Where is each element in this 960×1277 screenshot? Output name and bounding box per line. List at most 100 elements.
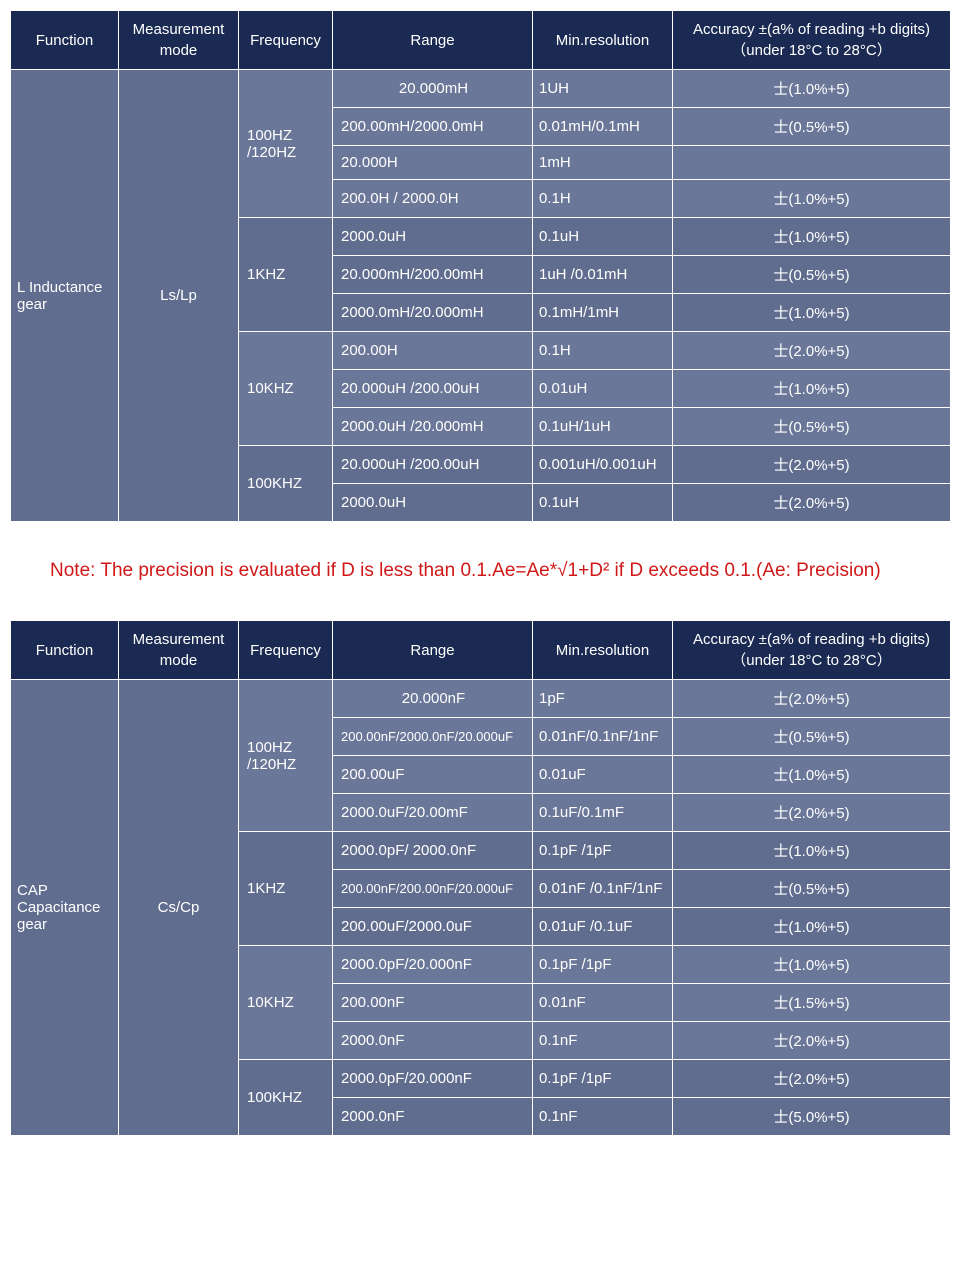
col-range: Range xyxy=(333,621,533,680)
frequency-cell: 100KHZ xyxy=(239,1060,333,1136)
accuracy-cell: 士(2.0%+5) xyxy=(673,484,951,522)
accuracy-cell: 士(0.5%+5) xyxy=(673,870,951,908)
col-resolution: Min.resolution xyxy=(533,11,673,70)
precision-note: Note: The precision is evaluated if D is… xyxy=(10,522,950,620)
col-range: Range xyxy=(333,11,533,70)
resolution-cell: 0.1uH xyxy=(533,218,673,256)
resolution-cell: 0.1pF /1pF xyxy=(533,946,673,984)
range-cell: 200.00uF xyxy=(333,756,533,794)
accuracy-cell xyxy=(673,146,951,180)
mode-cell: Cs/Cp xyxy=(119,680,239,1136)
accuracy-cell: 士(1.0%+5) xyxy=(673,294,951,332)
accuracy-cell: 士(2.0%+5) xyxy=(673,794,951,832)
resolution-cell: 1uH /0.01mH xyxy=(533,256,673,294)
range-cell: 200.00nF/2000.0nF/20.000uF xyxy=(333,718,533,756)
frequency-cell: 10KHZ xyxy=(239,332,333,446)
range-cell: 200.00nF/200.00nF/20.000uF xyxy=(333,870,533,908)
resolution-cell: 0.01uF /0.1uF xyxy=(533,908,673,946)
resolution-cell: 0.1uF/0.1mF xyxy=(533,794,673,832)
col-mode: Measurement mode xyxy=(119,621,239,680)
frequency-cell: 1KHZ xyxy=(239,832,333,946)
frequency-cell: 1KHZ xyxy=(239,218,333,332)
accuracy-cell: 士(1.0%+5) xyxy=(673,70,951,108)
range-cell: 2000.0pF/20.000nF xyxy=(333,1060,533,1098)
accuracy-cell: 士(2.0%+5) xyxy=(673,1022,951,1060)
accuracy-cell: 士(2.0%+5) xyxy=(673,332,951,370)
range-cell: 2000.0pF/20.000nF xyxy=(333,946,533,984)
resolution-cell: 0.01nF xyxy=(533,984,673,1022)
accuracy-cell: 士(1.0%+5) xyxy=(673,908,951,946)
range-cell: 200.00uF/2000.0uF xyxy=(333,908,533,946)
resolution-cell: 0.01uF xyxy=(533,756,673,794)
resolution-cell: 0.1nF xyxy=(533,1022,673,1060)
col-frequency: Frequency xyxy=(239,11,333,70)
range-cell: 200.00mH/2000.0mH xyxy=(333,108,533,146)
range-cell: 2000.0uH xyxy=(333,484,533,522)
range-cell: 2000.0uH /20.000mH xyxy=(333,408,533,446)
resolution-cell: 0.001uH/0.001uH xyxy=(533,446,673,484)
range-cell: 2000.0pF/ 2000.0nF xyxy=(333,832,533,870)
range-cell: 200.0H / 2000.0H xyxy=(333,180,533,218)
col-accuracy: Accuracy ±(a% of reading +b digits)（unde… xyxy=(673,621,951,680)
accuracy-cell: 士(2.0%+5) xyxy=(673,446,951,484)
frequency-cell: 100HZ /120HZ xyxy=(239,680,333,832)
range-cell: 2000.0nF xyxy=(333,1022,533,1060)
resolution-cell: 1UH xyxy=(533,70,673,108)
range-cell: 20.000H xyxy=(333,146,533,180)
resolution-cell: 1pF xyxy=(533,680,673,718)
frequency-cell: 100HZ /120HZ xyxy=(239,70,333,218)
resolution-cell: 0.1H xyxy=(533,180,673,218)
resolution-cell: 0.1mH/1mH xyxy=(533,294,673,332)
resolution-cell: 0.1pF /1pF xyxy=(533,1060,673,1098)
resolution-cell: 0.1H xyxy=(533,332,673,370)
resolution-cell: 0.1pF /1pF xyxy=(533,832,673,870)
range-cell: 20.000uH /200.00uH xyxy=(333,370,533,408)
accuracy-cell: 士(1.0%+5) xyxy=(673,218,951,256)
table-row: L Inductance gearLs/Lp100HZ /120HZ20.000… xyxy=(11,70,951,108)
function-cell: L Inductance gear xyxy=(11,70,119,522)
resolution-cell: 0.01nF /0.1nF/1nF xyxy=(533,870,673,908)
resolution-cell: 0.1uH/1uH xyxy=(533,408,673,446)
resolution-cell: 0.01mH/0.1mH xyxy=(533,108,673,146)
resolution-cell: 0.01uH xyxy=(533,370,673,408)
frequency-cell: 100KHZ xyxy=(239,446,333,522)
range-cell: 2000.0nF xyxy=(333,1098,533,1136)
accuracy-cell: 士(0.5%+5) xyxy=(673,256,951,294)
col-frequency: Frequency xyxy=(239,621,333,680)
accuracy-cell: 士(0.5%+5) xyxy=(673,108,951,146)
accuracy-cell: 士(5.0%+5) xyxy=(673,1098,951,1136)
accuracy-cell: 士(0.5%+5) xyxy=(673,408,951,446)
accuracy-cell: 士(1.0%+5) xyxy=(673,832,951,870)
accuracy-cell: 士(0.5%+5) xyxy=(673,718,951,756)
col-mode: Measurement mode xyxy=(119,11,239,70)
range-cell: 2000.0mH/20.000mH xyxy=(333,294,533,332)
col-resolution: Min.resolution xyxy=(533,621,673,680)
function-cell: CAP Capacitance gear xyxy=(11,680,119,1136)
resolution-cell: 1mH xyxy=(533,146,673,180)
range-cell: 2000.0uH xyxy=(333,218,533,256)
table-row: CAP Capacitance gearCs/Cp100HZ /120HZ20.… xyxy=(11,680,951,718)
accuracy-cell: 士(1.0%+5) xyxy=(673,756,951,794)
col-function: Function xyxy=(11,11,119,70)
resolution-cell: 0.1uH xyxy=(533,484,673,522)
range-cell: 20.000mH/200.00mH xyxy=(333,256,533,294)
accuracy-cell: 士(2.0%+5) xyxy=(673,680,951,718)
range-cell: 2000.0uF/20.00mF xyxy=(333,794,533,832)
table-header-row: Function Measurement mode Frequency Rang… xyxy=(11,621,951,680)
range-cell: 200.00nF xyxy=(333,984,533,1022)
capacitance-spec-table: Function Measurement mode Frequency Rang… xyxy=(10,620,951,1136)
col-function: Function xyxy=(11,621,119,680)
col-accuracy: Accuracy ±(a% of reading +b digits)（unde… xyxy=(673,11,951,70)
mode-cell: Ls/Lp xyxy=(119,70,239,522)
inductance-spec-table: Function Measurement mode Frequency Rang… xyxy=(10,10,951,522)
accuracy-cell: 士(1.5%+5) xyxy=(673,984,951,1022)
resolution-cell: 0.1nF xyxy=(533,1098,673,1136)
range-cell: 200.00H xyxy=(333,332,533,370)
table-header-row: Function Measurement mode Frequency Rang… xyxy=(11,11,951,70)
frequency-cell: 10KHZ xyxy=(239,946,333,1060)
accuracy-cell: 士(1.0%+5) xyxy=(673,370,951,408)
resolution-cell: 0.01nF/0.1nF/1nF xyxy=(533,718,673,756)
range-cell: 20.000mH xyxy=(333,70,533,108)
accuracy-cell: 士(2.0%+5) xyxy=(673,1060,951,1098)
range-cell: 20.000uH /200.00uH xyxy=(333,446,533,484)
